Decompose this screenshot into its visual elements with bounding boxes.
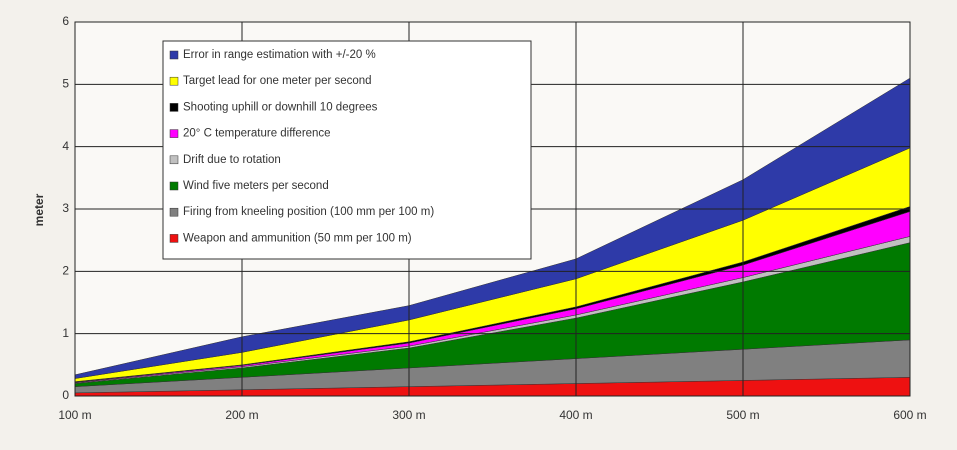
legend-swatch [170,156,178,164]
x-tick-label: 200 m [225,408,258,422]
y-tick-label: 5 [62,77,69,91]
y-tick-label: 4 [62,139,69,153]
x-tick-label: 100 m [58,408,91,422]
legend-label: Weapon and ammunition (50 mm per 100 m) [183,232,412,244]
legend-label: Wind five meters per second [183,180,329,192]
legend-swatch [170,208,178,216]
legend-label: Drift due to rotation [183,154,281,166]
x-tick-label: 600 m [893,408,926,422]
y-axis-label: meter [32,193,46,226]
y-tick-label: 2 [62,264,69,278]
legend-label: Target lead for one meter per second [183,75,372,87]
legend-swatch [170,103,178,111]
y-tick-label: 0 [62,388,69,402]
legend-swatch [170,234,178,242]
legend-label: Firing from kneeling position (100 mm pe… [183,206,434,218]
y-tick-label: 3 [62,201,69,215]
legend-label: 20° C temperature difference [183,128,331,140]
legend-box [163,41,531,259]
legend-swatch [170,51,178,59]
legend-swatch [170,182,178,190]
legend-label: Error in range estimation with +/-20 % [183,49,376,61]
y-tick-label: 1 [62,326,69,340]
chart: meter 0 1 2 3 4 5 6 100 m 200 m 300 m 400 m 500 m 60… [0,0,957,445]
x-tick-label: 400 m [559,408,592,422]
y-tick-label: 6 [62,14,69,28]
legend: Error in range estimation with +/-20 % Ta… [163,41,531,259]
x-tick-label: 500 m [726,408,759,422]
legend-label: Shooting uphill or downhill 10 degrees [183,101,378,113]
x-tick-label: 300 m [392,408,425,422]
legend-swatch [170,130,178,138]
legend-swatch [170,77,178,85]
